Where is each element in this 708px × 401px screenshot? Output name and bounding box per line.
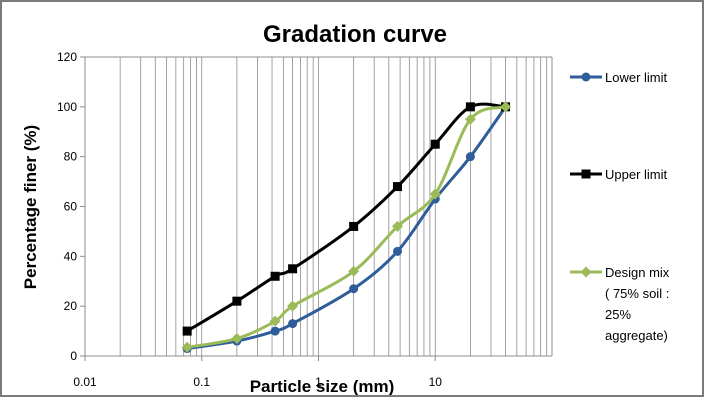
data-point	[393, 182, 403, 192]
data-point	[393, 246, 403, 256]
data-point	[288, 319, 298, 329]
data-point	[349, 221, 359, 231]
legend-label: aggregate)	[605, 328, 668, 343]
data-point	[231, 333, 243, 345]
x-tick-label: 1	[315, 375, 322, 389]
legend-label: Design mix	[605, 265, 670, 280]
data-point	[429, 188, 441, 200]
data-point	[181, 341, 193, 353]
y-tick-label: 20	[64, 299, 78, 313]
y-tick-label: 0	[70, 349, 77, 363]
axes	[80, 56, 553, 361]
data-point	[465, 152, 475, 162]
data-point	[288, 264, 298, 274]
x-tick-label: 0.1	[193, 375, 210, 389]
data-point	[430, 139, 440, 149]
legend: Lower limit Upper limit Design mix ( 75% so…	[570, 70, 670, 343]
series-line-2	[186, 105, 507, 349]
data-point	[269, 315, 281, 327]
y-tick-label: 40	[64, 249, 78, 263]
data-point	[182, 326, 192, 336]
data-point	[464, 113, 476, 125]
legend-label: 25%	[605, 307, 631, 322]
data-point	[500, 101, 512, 113]
legend-swatch-marker	[581, 169, 591, 179]
data-point	[465, 102, 475, 112]
data-point	[349, 284, 359, 294]
y-axis-label: Percentage finer (%)	[21, 125, 40, 289]
x-tick-label: 0.01	[73, 375, 97, 389]
y-tick-label: 60	[64, 200, 78, 214]
y-tick-label: 80	[64, 150, 78, 164]
data-point	[392, 220, 404, 232]
legend-label: Lower limit	[605, 70, 668, 85]
data-point	[270, 326, 280, 336]
data-point	[270, 271, 280, 281]
legend-label: Upper limit	[605, 167, 668, 182]
series-group	[181, 101, 512, 354]
data-point	[287, 300, 299, 312]
data-point	[348, 265, 360, 277]
y-tick-label: 100	[57, 100, 77, 114]
x-axis-label: Particle size (mm)	[250, 377, 395, 396]
x-tick-label: 10	[429, 375, 443, 389]
grid	[119, 57, 548, 356]
y-tick-label: 120	[57, 50, 77, 64]
gradation-chart: Gradation curve 0 20 40 60 80 100 120 0.01 0.1 1 1…	[21, 21, 670, 396]
legend-label: ( 75% soil :	[605, 286, 669, 301]
legend-swatch-marker	[581, 72, 591, 82]
chart-title: Gradation curve	[263, 21, 447, 48]
legend-swatch-marker	[580, 266, 592, 278]
data-point	[232, 296, 242, 306]
tick-labels: 0 20 40 60 80 100 120 0.01 0.1 1 10	[57, 50, 442, 389]
